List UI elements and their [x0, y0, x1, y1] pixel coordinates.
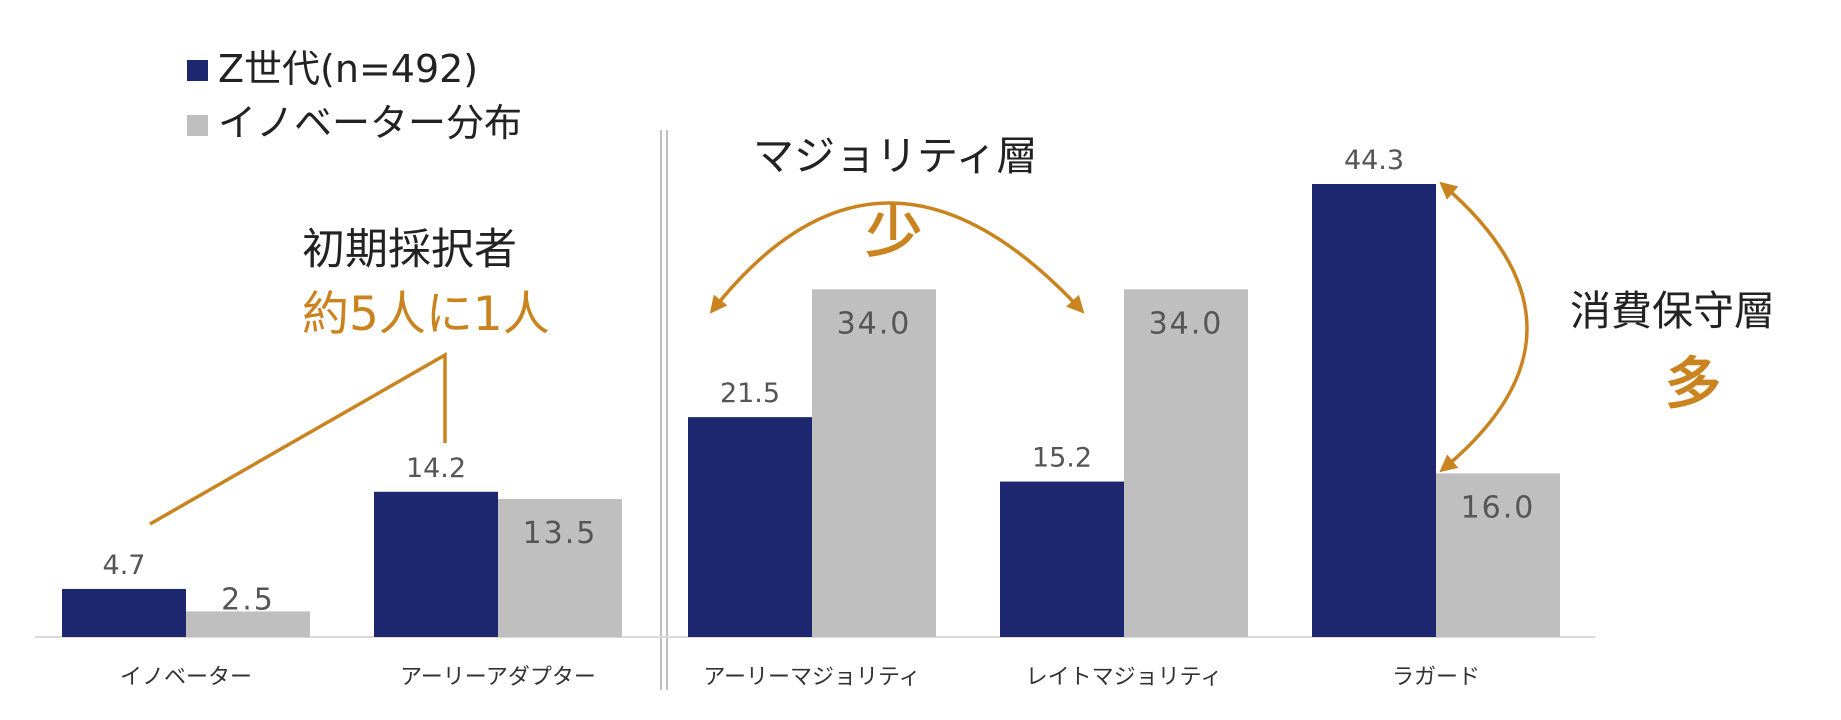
value-label-z-generation-3: 15.2	[1032, 443, 1092, 474]
bar-z-generation-1	[374, 491, 498, 637]
value-label-innovator-distribution-3: 34.0	[1149, 306, 1224, 341]
value-label-z-generation-0: 4.7	[103, 550, 146, 581]
category-label-1: アーリーアダプター	[400, 665, 596, 690]
annotation-laggard-title: 消費保守層	[1570, 287, 1775, 335]
value-label-z-generation-2: 21.5	[720, 378, 780, 409]
bar-innovator-distribution-0	[186, 611, 310, 637]
legend: Z世代(n=492) イノベーター分布	[187, 47, 522, 145]
bar-z-generation-2	[688, 417, 812, 637]
category-label-2: アーリーマジョリティ	[703, 665, 920, 690]
bar-innovator-distribution-3	[1124, 289, 1248, 637]
legend-label-innovator-distribution: イノベーター分布	[218, 101, 522, 145]
bar-innovator-distribution-1	[498, 498, 622, 637]
annotation-early-title: 初期採択者	[302, 225, 517, 275]
bar-innovator-distribution-4	[1436, 473, 1560, 637]
annotation-laggard-highlight: 多	[1665, 352, 1721, 417]
value-label-z-generation-1: 14.2	[406, 453, 466, 484]
annotation-majority-title: マジョリティ層	[753, 132, 1038, 180]
bar-innovator-distribution-2	[812, 289, 936, 637]
value-label-innovator-distribution-2: 34.0	[837, 306, 912, 341]
bars-group	[62, 184, 1560, 637]
value-label-innovator-distribution-4: 16.0	[1461, 490, 1536, 525]
category-label-4: ラガード	[1392, 665, 1480, 690]
category-label-3: レイトマジョリティ	[1026, 665, 1223, 690]
bar-z-generation-0	[62, 588, 186, 637]
value-label-z-generation-4: 44.3	[1344, 145, 1404, 176]
majority-arrow	[709, 201, 1085, 314]
legend-label-z-generation: Z世代(n=492)	[218, 47, 478, 91]
legend-swatch-innovator-distribution	[187, 115, 208, 136]
laggard-arrow	[1439, 181, 1529, 473]
annotation-early-highlight: 約5人に1人	[302, 287, 550, 342]
bar-z-generation-4	[1312, 184, 1436, 637]
annotation-majority: マジョリティ層 少	[709, 132, 1085, 314]
annotation-callout-line	[149, 351, 447, 526]
value-labels-group: 4.7 2.5 14.2 13.5 21.5 34.0 15.2 34.0 44.3 16.0	[103, 145, 1536, 617]
annotation-early-adopters: 初期採択者 約5人に1人	[149, 225, 550, 526]
bar-z-generation-3	[1000, 481, 1124, 637]
value-label-innovator-distribution-1: 13.5	[523, 516, 598, 551]
category-label-0: イノベーター	[120, 665, 252, 690]
annotation-majority-highlight: 少	[866, 201, 922, 266]
legend-swatch-z-generation	[187, 60, 208, 81]
category-labels-group: イノベーター アーリーアダプター アーリーマジョリティ レイトマジョリティ ラガード	[120, 665, 1480, 690]
annotation-laggard: 消費保守層 多	[1439, 181, 1775, 473]
value-label-innovator-distribution-0: 2.5	[221, 582, 275, 617]
